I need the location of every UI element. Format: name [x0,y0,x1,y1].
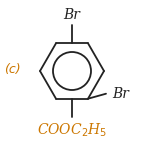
Text: Br: Br [113,87,129,101]
Text: COOC$_2$H$_5$: COOC$_2$H$_5$ [37,122,107,139]
Text: Br: Br [63,8,80,22]
Text: (c): (c) [4,63,20,76]
